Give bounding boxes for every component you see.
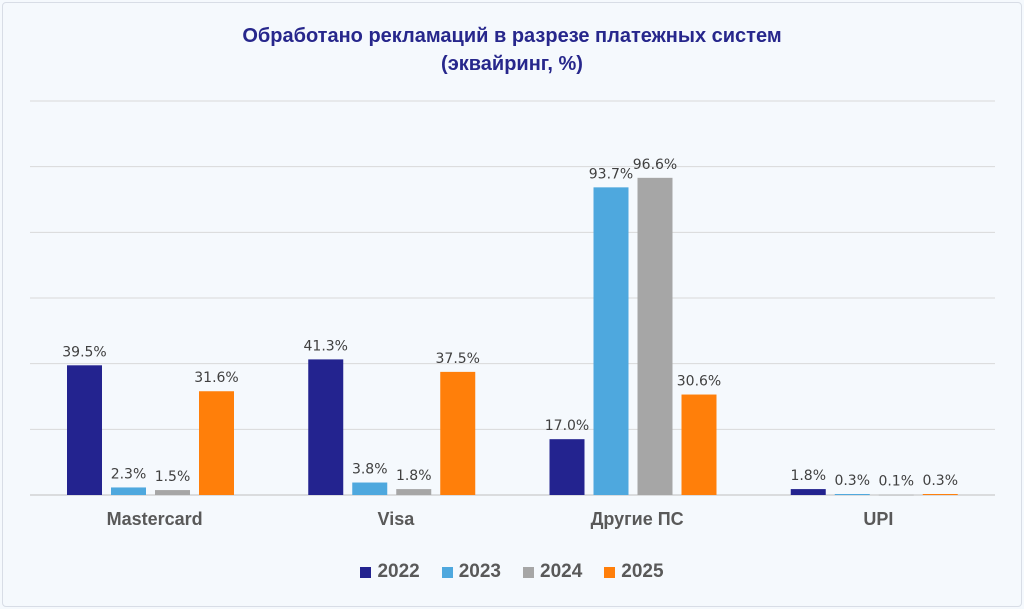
legend-item: 2023	[441, 561, 501, 583]
data-label: 1.5%	[155, 469, 191, 485]
data-label: 3.8%	[352, 462, 388, 478]
data-label: 93.7%	[589, 166, 633, 182]
data-label: 17.0%	[545, 418, 589, 434]
legend-item: 2024	[523, 561, 582, 583]
legend-swatch	[360, 566, 372, 578]
chart-title: Обработано рекламаций в разрезе платежны…	[0, 22, 1024, 78]
bar-2023	[834, 494, 870, 495]
legend-swatch	[441, 566, 453, 578]
data-label: 39.5%	[62, 344, 106, 360]
category-label: Mastercard	[107, 509, 203, 529]
data-label: 31.6%	[194, 370, 238, 386]
bar-2024	[878, 494, 914, 496]
legend-label: 2025	[621, 561, 664, 582]
legend: 2022 2023 2024 2025	[0, 561, 1024, 583]
bar-2023	[352, 482, 388, 495]
data-label: 2.3%	[111, 466, 147, 482]
bar-2025	[681, 394, 717, 495]
bar-2025	[440, 371, 476, 495]
bar-2024	[396, 489, 432, 495]
legend-swatch	[523, 566, 534, 578]
bar-2024	[637, 177, 673, 495]
category-label: Другие ПС	[591, 509, 684, 529]
bar-2022	[67, 365, 102, 495]
data-label: 1.8%	[396, 468, 432, 484]
legend-item: 2022	[360, 561, 420, 583]
bar-2022	[308, 359, 344, 495]
legend-label: 2022	[377, 561, 420, 582]
legend-swatch	[604, 566, 616, 578]
bar-2022	[790, 489, 826, 495]
bar-2025	[199, 391, 234, 495]
chart-title-line1: Обработано рекламаций в разрезе платежны…	[242, 25, 782, 47]
bar-2024	[155, 490, 190, 495]
bar-2023	[111, 487, 146, 495]
data-label: 41.3%	[304, 338, 348, 354]
data-label: 1.8%	[790, 468, 826, 484]
bar-2022	[549, 439, 585, 495]
category-label: Visa	[378, 509, 416, 529]
data-label: 37.5%	[436, 351, 480, 367]
bar-2023	[593, 187, 629, 495]
data-label: 96.6%	[633, 157, 677, 173]
category-label: UPI	[863, 509, 893, 529]
data-label: 0.3%	[834, 473, 870, 489]
data-label: 30.6%	[677, 374, 721, 390]
data-label: 0.3%	[922, 473, 958, 489]
chart-title-line2: (эквайринг, %)	[441, 53, 583, 75]
data-label: 0.1%	[878, 474, 914, 490]
legend-label: 2024	[540, 561, 583, 582]
legend-label: 2023	[458, 561, 501, 582]
legend-item: 2025	[604, 561, 664, 583]
bar-2025	[922, 494, 958, 495]
